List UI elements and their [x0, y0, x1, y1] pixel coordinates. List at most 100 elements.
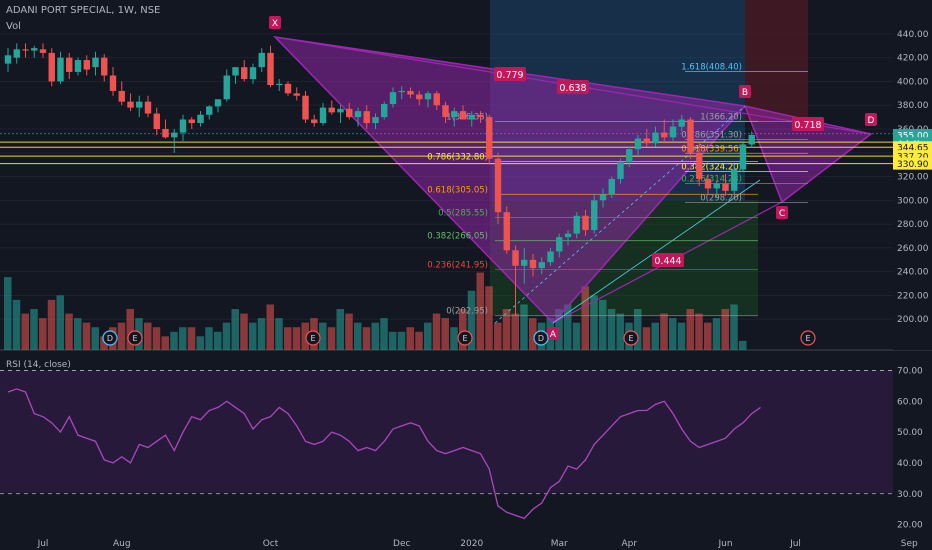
- volume-bar: [712, 318, 721, 350]
- candle-body: [284, 83, 292, 94]
- event-marker-label: D: [107, 334, 113, 343]
- volume-bar: [459, 309, 467, 350]
- candle-body: [328, 107, 335, 113]
- volume-bar: [100, 336, 108, 350]
- candle-body: [582, 215, 589, 231]
- event-marker-label: E: [132, 334, 137, 343]
- candle-body: [293, 93, 300, 96]
- fib-level-label: 1(366.35): [446, 112, 488, 122]
- volume-bar: [161, 336, 169, 350]
- price-tick-label: 240.00: [897, 268, 929, 278]
- candle-body: [678, 119, 685, 127]
- candle-body: [722, 183, 729, 191]
- rsi-tick-label: 50.00: [897, 428, 923, 438]
- candle-body: [74, 60, 82, 72]
- volume-bar: [397, 331, 406, 350]
- volume-bar: [564, 304, 572, 350]
- rsi-tick-label: 40.00: [897, 459, 923, 469]
- candle-body: [739, 144, 747, 170]
- volume-bar: [222, 322, 231, 350]
- pattern-point-label: C: [779, 209, 785, 219]
- candle-body: [302, 95, 309, 120]
- volume-bar: [739, 340, 747, 350]
- candle-body: [13, 49, 20, 58]
- candle-body: [433, 93, 440, 106]
- price-tick-label: 420.00: [897, 54, 929, 64]
- candle-body: [223, 75, 230, 100]
- volume-bar: [494, 322, 502, 350]
- volume-bar: [529, 318, 537, 350]
- rsi-band: [0, 370, 893, 494]
- fib-level-label: 0.786(332.80): [427, 152, 488, 162]
- rsi-line: [7, 388, 761, 520]
- volume-bar: [82, 322, 91, 350]
- ratio-label: 0.718: [794, 120, 821, 131]
- ratio-badge: [557, 80, 589, 94]
- time-tick-label: Jun: [717, 539, 732, 549]
- volume-bar: [520, 304, 528, 350]
- candle-body: [31, 48, 38, 51]
- price-tick-label: 320.00: [897, 173, 929, 183]
- candle-body: [398, 90, 405, 93]
- volume-bar: [144, 322, 152, 350]
- price-badge-label: 344.65: [897, 144, 929, 154]
- volume-bar: [669, 318, 677, 350]
- projection-level-label: 1.618(408.40): [681, 62, 742, 72]
- volume-bar: [301, 322, 309, 350]
- candle-body: [731, 169, 738, 191]
- price-axis-bg: [893, 0, 932, 350]
- candle-body: [424, 93, 432, 100]
- candle-body: [748, 134, 755, 145]
- volume-bar: [406, 327, 414, 350]
- candle-body: [608, 178, 615, 195]
- candle-body: [39, 49, 47, 53]
- projection-level-label: 1(366.20): [700, 113, 742, 123]
- volume-bar: [424, 322, 432, 350]
- volume-bar: [275, 318, 283, 350]
- ratio-badge: [494, 67, 526, 81]
- candle-body: [564, 233, 572, 238]
- volume-bar: [730, 304, 738, 350]
- candle-body: [101, 57, 108, 76]
- volume-bar: [642, 327, 651, 350]
- candle-body: [48, 52, 55, 82]
- price-tick-label: 300.00: [897, 196, 929, 206]
- candle-body: [643, 138, 650, 144]
- volume-bar: [21, 313, 29, 350]
- event-marker: [623, 330, 639, 346]
- time-tick-label: Dec: [393, 539, 410, 549]
- candle-body: [171, 132, 178, 138]
- candle-body: [232, 67, 239, 76]
- fib-diagonal-2: [552, 179, 761, 324]
- time-tick-label: Apr: [621, 539, 637, 549]
- event-marker: [533, 330, 549, 346]
- volume-bar: [284, 327, 292, 350]
- volume-bar: [651, 322, 659, 350]
- candle-body: [591, 200, 598, 231]
- candle-body: [381, 104, 388, 118]
- pattern-point-badge: [739, 85, 751, 98]
- candle-body: [92, 57, 99, 68]
- volume-bar: [39, 318, 47, 350]
- candle-body: [372, 117, 379, 124]
- event-marker-label: E: [805, 334, 810, 343]
- candle-body: [512, 250, 519, 266]
- time-tick-label: Jul: [37, 539, 49, 549]
- candle-body: [617, 162, 624, 179]
- candle-body: [109, 75, 117, 91]
- volume-bar: [205, 327, 213, 350]
- volume-bar: [485, 286, 493, 350]
- volume-bar: [590, 295, 598, 350]
- volume-bar: [371, 322, 379, 350]
- price-tick-label: 440.00: [897, 30, 929, 40]
- volume-bar: [511, 313, 519, 350]
- event-marker: [305, 330, 321, 346]
- time-tick-label: Sep: [901, 539, 918, 549]
- volume-bar: [389, 331, 397, 350]
- fib-level-label: 0.5(285.55): [438, 209, 488, 219]
- candle-body: [267, 52, 274, 86]
- volume-bar: [56, 295, 64, 350]
- rsi-label: RSI (14, close): [6, 360, 71, 370]
- fib-level-label: 0.618(305.05): [427, 185, 488, 195]
